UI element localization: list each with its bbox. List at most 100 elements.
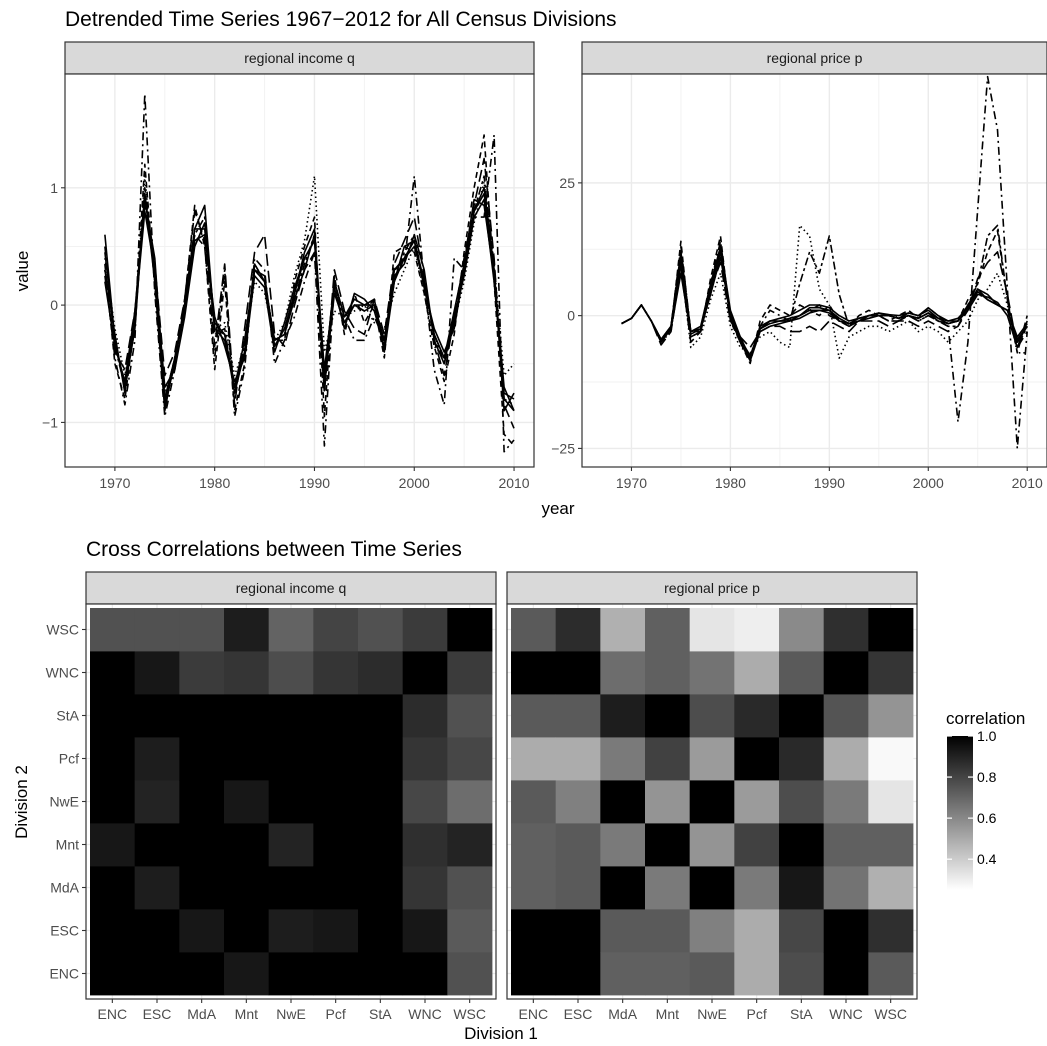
y-tick-label: StA [56, 708, 79, 724]
legend-tick-label: 0.4 [977, 851, 997, 867]
heatmap-cell-StA-StA [779, 694, 824, 737]
y-tick-label: Mnt [56, 837, 79, 853]
strip-label-top-income: regional income q [244, 50, 355, 66]
x-tick-label: WSC [453, 1006, 486, 1022]
heatmap-cell-ENC-MdA [511, 866, 556, 909]
heatmap-cell-ESC-ENC [135, 952, 180, 995]
heatmap-cell-NwE-Mnt [269, 823, 314, 866]
x-tick-label: ENC [519, 1006, 549, 1022]
heatmap-cell-ENC-ESC [90, 909, 135, 952]
x-tick-label: StA [369, 1006, 392, 1022]
x-tick-label: 2010 [498, 475, 529, 491]
heatmap-cell-ENC-Pcf [90, 737, 135, 780]
y-tick-label: 25 [559, 175, 575, 191]
heatmap-cell-ENC-ESC [511, 909, 556, 952]
heatmap-cell-MdA-NwE [179, 780, 224, 823]
heatmap-cell-StA-ENC [779, 952, 824, 995]
top-x-axis-title: year [541, 499, 574, 518]
heatmap-cell-NwE-Pcf [269, 737, 314, 780]
heatmap-cell-WSC-ESC [868, 909, 913, 952]
x-tick-label: Pcf [747, 1006, 767, 1022]
heatmap-cell-NwE-NwE [269, 780, 314, 823]
y-tick-label: 0 [567, 308, 575, 324]
x-tick-label: WNC [829, 1006, 862, 1022]
heatmap-cell-NwE-ESC [269, 909, 314, 952]
heatmap-cell-ESC-ENC [556, 952, 601, 995]
heatmap-cell-MdA-WNC [179, 651, 224, 694]
y-axis-ticks-top-income: 10−1 [42, 180, 65, 431]
heatmap-y-axis-ticks: ENCESCMdAMntNwEPcfStAWNCWSC [46, 622, 86, 982]
heatmap-cell-ENC-ENC [511, 952, 556, 995]
heatmap-cell-StA-NwE [779, 780, 824, 823]
top-y-axis-title: value [13, 251, 32, 292]
bottom-panel-income: regional income q [86, 572, 496, 999]
heatmap-cell-MdA-StA [179, 694, 224, 737]
heatmap-cell-WSC-ENC [447, 952, 492, 995]
heatmap-cell-ESC-Mnt [135, 823, 180, 866]
heatmap-cell-Mnt-Pcf [224, 737, 269, 780]
heatmap-income [86, 604, 496, 999]
heatmap-cell-ESC-WNC [135, 651, 180, 694]
heatmap-cell-MdA-Pcf [600, 737, 645, 780]
heatmap-x-axis-ticks: ENC ESC MdA Mnt NwE Pcf StA WNC WSC ENC ESC MdA Mnt N… [98, 999, 907, 1022]
plot-area-top-price [582, 74, 1047, 467]
x-tick-label: Mnt [656, 1006, 679, 1022]
heatmap-cell-ESC-ESC [556, 909, 601, 952]
heatmap-cell-Pcf-StA [313, 694, 358, 737]
heatmap-cell-MdA-ESC [600, 909, 645, 952]
bottom-chart-title: Cross Correlations between Time Series [86, 538, 462, 561]
heatmap-cell-WNC-ENC [403, 952, 448, 995]
heatmap-cell-WSC-Pcf [868, 737, 913, 780]
heatmap-cell-WNC-Mnt [824, 823, 869, 866]
heatmap-cell-Mnt-Mnt [224, 823, 269, 866]
y-tick-label: WSC [46, 622, 79, 638]
x-tick-label: NwE [697, 1006, 727, 1022]
x-tick-label: 2000 [913, 475, 944, 491]
heatmap-cell-ENC-StA [90, 694, 135, 737]
heatmap-cell-ENC-MdA [90, 866, 135, 909]
x-tick-label: NwE [276, 1006, 306, 1022]
x-axis-ticks-top-income: 1970 1980 1990 2000 2010 [99, 467, 530, 491]
x-tick-label: StA [790, 1006, 813, 1022]
x-tick-label: WNC [408, 1006, 441, 1022]
heatmap-cell-StA-Mnt [358, 823, 403, 866]
y-tick-label: ENC [49, 966, 79, 982]
heatmap-cell-Pcf-Mnt [734, 823, 779, 866]
heatmap-cell-WNC-NwE [403, 780, 448, 823]
heatmap-cell-Pcf-WSC [313, 608, 358, 651]
heatmap-cell-NwE-WNC [690, 651, 735, 694]
heatmap-cell-StA-MdA [358, 866, 403, 909]
y-axis-ticks-top-price: 250−25 [551, 175, 582, 457]
heatmap-cell-ENC-WSC [90, 608, 135, 651]
heatmap-cell-Pcf-MdA [313, 866, 358, 909]
heatmap-cell-WSC-WNC [868, 651, 913, 694]
heatmap-cell-Mnt-StA [645, 694, 690, 737]
x-tick-label: 1990 [814, 475, 845, 491]
heatmap-cell-NwE-StA [269, 694, 314, 737]
heatmap-cell-ENC-WNC [90, 651, 135, 694]
heatmap-cell-ESC-Mnt [556, 823, 601, 866]
heatmap-cell-ENC-ENC [90, 952, 135, 995]
heatmap-cell-MdA-ENC [600, 952, 645, 995]
heatmap-cell-StA-Mnt [779, 823, 824, 866]
y-tick-label: ESC [50, 923, 79, 939]
strip-label-bottom-income: regional income q [236, 580, 347, 596]
heatmap-cell-WSC-Mnt [868, 823, 913, 866]
heatmap-cell-WSC-NwE [447, 780, 492, 823]
heatmap-cell-Mnt-ENC [645, 952, 690, 995]
y-tick-label: 1 [50, 180, 58, 196]
heatmap-cell-Mnt-StA [224, 694, 269, 737]
heatmap-cell-WNC-WNC [824, 651, 869, 694]
x-tick-label: ESC [143, 1006, 172, 1022]
heatmap-cell-ENC-WNC [511, 651, 556, 694]
legend: correlation 1.0 0.8 0.6 0.4 [946, 709, 1025, 890]
legend-tick-label: 0.6 [977, 810, 997, 826]
heatmap-cell-MdA-Pcf [179, 737, 224, 780]
plot-area-top-income [65, 74, 534, 467]
heatmap-cell-WSC-MdA [868, 866, 913, 909]
x-tick-label: Pcf [326, 1006, 346, 1022]
heatmap-cell-NwE-ENC [690, 952, 735, 995]
heatmap-cell-ENC-WSC [511, 608, 556, 651]
heatmap-cell-Mnt-NwE [224, 780, 269, 823]
